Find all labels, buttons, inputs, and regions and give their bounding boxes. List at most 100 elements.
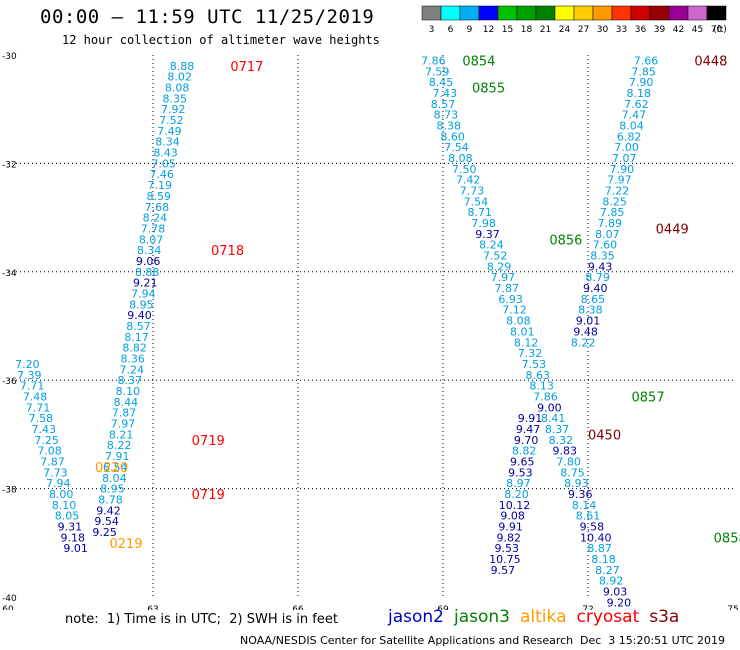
swh-value-label: 7.94 <box>46 477 71 490</box>
swh-value-label: 8.20 <box>504 488 529 501</box>
swh-value-label: 7.19 <box>148 179 173 192</box>
swh-value-label: 7.86 <box>533 390 558 403</box>
colorbar-label: 9 <box>467 25 473 35</box>
swh-value-label: 7.43 <box>32 423 57 436</box>
swh-value-label: 8.71 <box>467 206 492 219</box>
swh-value-label: 8.07 <box>595 228 620 241</box>
swh-value-label: 9.57 <box>491 564 516 577</box>
swh-value-label: 7.94 <box>131 287 156 300</box>
swh-value-label: 7.87 <box>112 407 137 420</box>
pass-time-label: 0219 <box>110 537 143 552</box>
swh-value-label: 7.59 <box>425 65 450 78</box>
swh-value-label: 10.75 <box>489 553 521 566</box>
pass-time-label: 0855 <box>472 82 505 97</box>
generated-timestamp: Dec 3 15:20:51 UTC 2019 <box>580 634 725 647</box>
swh-value-label: 8.08 <box>448 152 473 165</box>
y-tick-label: -32 <box>2 160 17 170</box>
pass-time-label: 0448 <box>694 54 727 69</box>
swh-value-label: 7.50 <box>452 163 477 176</box>
swh-value-label: 8.35 <box>163 92 188 105</box>
swh-value-label: 9.37 <box>475 228 500 241</box>
swh-value-label: 8.87 <box>587 542 612 555</box>
x-tick-label: 75 <box>727 605 738 610</box>
swh-value-label: 8.44 <box>114 396 139 409</box>
swh-value-label: 8.97 <box>506 477 531 490</box>
swh-value-label: 8.32 <box>549 434 574 447</box>
swh-value-label: 8.57 <box>431 98 456 111</box>
swh-value-label: 9.06 <box>136 255 161 268</box>
y-tick-label: -38 <box>2 486 17 496</box>
swh-value-label: 9.36 <box>568 488 593 501</box>
swh-value-label: 8.12 <box>514 336 539 349</box>
swh-value-label: 7.20 <box>15 358 40 371</box>
swh-value-label: 8.00 <box>49 488 74 501</box>
swh-value-label: 7.54 <box>444 141 469 154</box>
swh-value-label: 8.75 <box>560 466 585 479</box>
legend-entry: cryosat <box>576 607 640 627</box>
pass-time-label: 0858 <box>714 531 740 546</box>
swh-value-label: 7.87 <box>40 456 65 469</box>
swh-value-label: 7.90 <box>629 76 654 89</box>
swh-value-label: 7.49 <box>157 125 182 138</box>
swh-value-label: 7.00 <box>614 141 639 154</box>
colorbar-label: 24 <box>559 25 571 35</box>
swh-value-label: 8.04 <box>102 472 127 485</box>
credit-line: NOAA/NESDIS Center for Satellite Applica… <box>240 634 574 647</box>
pass-time-label: 0719 <box>192 434 225 449</box>
swh-value-label: 7.48 <box>23 390 48 403</box>
pass-time-label: 0220 <box>95 461 128 476</box>
swh-value-label: 7.85 <box>600 206 625 219</box>
swh-value-label: 8.18 <box>627 87 652 100</box>
swh-value-label: 7.90 <box>610 163 635 176</box>
swh-value-label: 8.78 <box>98 493 123 506</box>
x-tick-label: 63 <box>147 605 158 610</box>
swh-value-label: 8.38 <box>437 119 462 132</box>
swh-value-label: 8.57 <box>126 320 151 333</box>
legend-entry: altika <box>520 607 567 627</box>
swh-value-label: 7.54 <box>464 195 489 208</box>
swh-value-label: 8.24 <box>479 239 504 252</box>
swh-value-label: 8.17 <box>124 331 149 344</box>
swh-value-label: 7.52 <box>483 250 508 263</box>
x-tick-label: 72 <box>582 605 593 610</box>
swh-value-label: 8.92 <box>599 575 624 588</box>
swh-value-label: 9.31 <box>58 521 83 534</box>
swh-value-label: 7.98 <box>471 217 496 230</box>
swh-value-label: 8.02 <box>167 71 192 84</box>
swh-value-label: 8.82 <box>512 445 537 458</box>
swh-value-label: 7.47 <box>622 109 647 122</box>
swh-value-label: 8.95 <box>129 298 154 311</box>
swh-value-label: 8.88 <box>135 266 160 279</box>
pass-time-label: 0719 <box>192 488 225 503</box>
colorbar-label: 33 <box>616 25 627 35</box>
swh-value-label: 9.91 <box>498 521 523 534</box>
swh-value-label: 9.25 <box>92 526 117 539</box>
pass-time-label: 0857 <box>632 390 665 405</box>
colorbar-label: 3 <box>429 25 435 35</box>
swh-value-label: 8.88 <box>170 60 195 73</box>
swh-value-label: 7.39 <box>17 369 42 382</box>
swh-value-label: 8.59 <box>147 190 172 203</box>
colorbar-label: 39 <box>654 25 666 35</box>
swh-value-label: 7.87 <box>495 282 520 295</box>
swh-value-label: 7.80 <box>556 456 581 469</box>
swh-value-label: 9.58 <box>580 521 605 534</box>
swh-value-label: 7.73 <box>460 185 485 198</box>
pass-time-label: 0450 <box>588 428 621 443</box>
pass-time-label: 0449 <box>656 222 689 237</box>
swh-value-label: 8.45 <box>429 76 454 89</box>
swh-value-label: 7.92 <box>161 103 186 116</box>
swh-value-label: 8.21 <box>109 428 134 441</box>
swh-value-label: 8.34 <box>155 136 180 149</box>
swh-value-label: 8.38 <box>578 304 603 317</box>
swh-value-label: 7.08 <box>37 445 62 458</box>
colorbar-unit: (ft) <box>713 25 727 35</box>
colorbar-label: 27 <box>578 25 589 35</box>
swh-value-label: 8.79 <box>585 271 610 284</box>
swh-value-label: 8.34 <box>137 244 162 257</box>
swh-value-label: 8.61 <box>576 510 601 523</box>
legend-entry: jason3 <box>454 607 510 627</box>
swh-value-label: 7.25 <box>34 434 59 447</box>
swh-value-label: 7.71 <box>20 380 45 393</box>
swh-value-label: 9.43 <box>588 260 613 273</box>
